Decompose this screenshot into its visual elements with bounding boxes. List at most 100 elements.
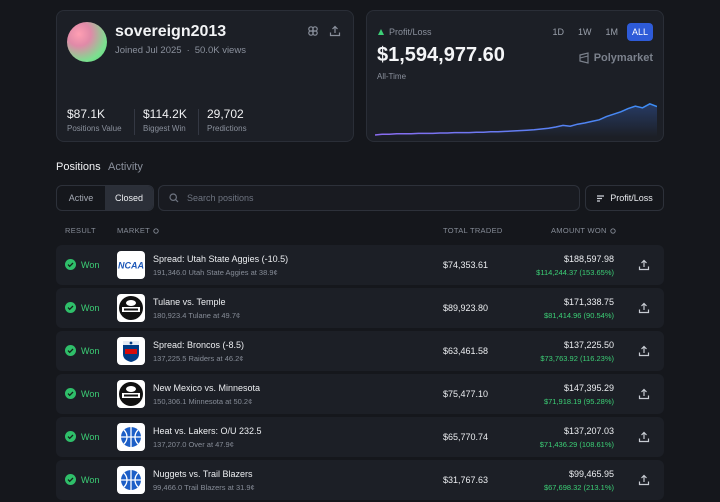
share-icon[interactable] bbox=[638, 431, 650, 443]
range-1d[interactable]: 1D bbox=[552, 27, 564, 37]
market-detail: 180,923.4 Tulane at 49.7¢ bbox=[153, 311, 241, 320]
chart-line bbox=[375, 102, 657, 136]
share-icon[interactable] bbox=[638, 259, 650, 271]
total-traded: $65,770.74 bbox=[443, 432, 489, 442]
table-row[interactable]: Won Tulane vs. Temple 180,923.4 Tulane at … bbox=[56, 288, 664, 328]
result-label: Won bbox=[81, 431, 100, 442]
up-triangle-icon bbox=[378, 29, 384, 35]
brand-name: Polymarket bbox=[593, 52, 653, 64]
header-amount-won[interactable]: AMOUNT WON bbox=[551, 226, 616, 235]
stat-biggest-win: $114.2K Biggest Win bbox=[143, 107, 187, 133]
market-name[interactable]: Spread: Broncos (-8.5) bbox=[153, 340, 245, 350]
stat-label: Positions Value bbox=[67, 124, 122, 133]
share-icon[interactable] bbox=[638, 388, 650, 400]
header-market[interactable]: MARKET bbox=[117, 226, 159, 235]
range-1w[interactable]: 1W bbox=[577, 27, 592, 37]
stat-value: 29,702 bbox=[207, 107, 244, 121]
joined-date: Joined Jul 2025 bbox=[115, 45, 182, 56]
table-row[interactable]: Won NCAA Spread: Utah State Aggies (-10.5)… bbox=[56, 245, 664, 285]
header-total-traded: TOTAL TRADED bbox=[443, 226, 503, 235]
tab-positions[interactable]: Positions bbox=[56, 161, 101, 173]
table-row[interactable]: Won Spread: Broncos (-8.5) 137,225.5 Raide… bbox=[56, 331, 664, 371]
stat-value: $114.2K bbox=[143, 107, 187, 121]
market-name[interactable]: New Mexico vs. Minnesota bbox=[153, 383, 261, 393]
status-toggle: Active Closed bbox=[56, 185, 154, 211]
result-badge: Won bbox=[65, 474, 99, 485]
profile-card: sovereign2013 Joined Jul 2025 · 50.0K view… bbox=[56, 10, 354, 142]
result-badge: Won bbox=[65, 302, 99, 313]
link-icon[interactable] bbox=[307, 25, 319, 37]
college-football-logo-icon bbox=[117, 294, 145, 322]
check-circle-icon bbox=[65, 388, 76, 399]
total-traded: $74,353.61 bbox=[443, 260, 489, 270]
result-label: Won bbox=[81, 302, 100, 313]
profit-gain: $73,763.92 (116.23%) bbox=[540, 354, 614, 363]
check-circle-icon bbox=[65, 474, 76, 485]
table-row[interactable]: Won Nuggets vs. Trail Blazers 99,466.0 Tra… bbox=[56, 460, 664, 500]
total-traded: $63,461.58 bbox=[443, 346, 489, 356]
tab-activity[interactable]: Activity bbox=[108, 161, 143, 173]
sort-indicator-icon bbox=[610, 227, 616, 234]
total-traded: $89,923.80 bbox=[443, 303, 489, 313]
check-circle-icon bbox=[65, 431, 76, 442]
share-icon[interactable] bbox=[638, 345, 650, 357]
market-name[interactable]: Nuggets vs. Trail Blazers bbox=[153, 469, 253, 479]
header-result: RESULT bbox=[65, 226, 96, 235]
amount-won: $147,395.29 bbox=[563, 383, 614, 393]
header-amount-won-label: AMOUNT WON bbox=[551, 226, 607, 235]
pnl-chart bbox=[375, 102, 657, 137]
total-traded: $75,477.10 bbox=[443, 389, 489, 399]
stat-label: Predictions bbox=[207, 124, 247, 133]
amount-won: $171,338.75 bbox=[563, 297, 614, 307]
market-detail: 150,306.1 Minnesota at 50.2¢ bbox=[153, 397, 253, 406]
avatar[interactable] bbox=[67, 22, 107, 62]
stat-positions-value: $87.1K Positions Value bbox=[67, 107, 122, 133]
market-name[interactable]: Heat vs. Lakers: O/U 232.5 bbox=[153, 426, 262, 436]
pnl-label: Profit/Loss bbox=[389, 27, 432, 37]
header-market-label: MARKET bbox=[117, 226, 151, 235]
stat-predictions: 29,702 Predictions bbox=[207, 107, 247, 133]
result-badge: Won bbox=[65, 259, 99, 270]
toggle-closed[interactable]: Closed bbox=[105, 186, 153, 210]
profit-gain: $81,414.96 (90.54%) bbox=[543, 311, 614, 320]
table-row[interactable]: Won Heat vs. Lakers: O/U 232.5 137,207.0 O… bbox=[56, 417, 664, 457]
range-selector: 1D 1W 1M ALL bbox=[547, 23, 653, 41]
stat-label: Biggest Win bbox=[143, 124, 186, 133]
profit-gain: $71,918.19 (95.28%) bbox=[543, 397, 614, 406]
total-traded: $31,767.63 bbox=[443, 475, 489, 485]
divider bbox=[134, 109, 135, 135]
chart-area bbox=[375, 103, 657, 137]
market-detail: 191,346.0 Utah State Aggies at 38.9¢ bbox=[153, 268, 278, 277]
username: sovereign2013 bbox=[115, 23, 227, 40]
market-name[interactable]: Tulane vs. Temple bbox=[153, 297, 226, 307]
pnl-header: Profit/Loss bbox=[377, 27, 432, 37]
share-icon[interactable] bbox=[638, 474, 650, 486]
pnl-period: All-Time bbox=[377, 72, 407, 81]
sort-label: Profit/Loss bbox=[610, 193, 653, 203]
result-label: Won bbox=[81, 345, 100, 356]
range-all[interactable]: ALL bbox=[626, 23, 653, 41]
table-row[interactable]: Won New Mexico vs. Minnesota 150,306.1 Min… bbox=[56, 374, 664, 414]
share-icon[interactable] bbox=[329, 25, 341, 37]
result-badge: Won bbox=[65, 431, 99, 442]
basketball-logo-icon bbox=[117, 466, 145, 494]
ncaa-logo-icon: NCAA bbox=[117, 251, 145, 279]
check-circle-icon bbox=[65, 259, 76, 270]
svg-text:NCAA: NCAA bbox=[118, 261, 144, 271]
result-badge: Won bbox=[65, 388, 99, 399]
result-badge: Won bbox=[65, 345, 99, 356]
market-name[interactable]: Spread: Utah State Aggies (-10.5) bbox=[153, 254, 289, 264]
nfl-logo-icon bbox=[117, 337, 145, 365]
check-circle-icon bbox=[65, 345, 76, 356]
basketball-logo-icon bbox=[117, 423, 145, 451]
range-1m[interactable]: 1M bbox=[605, 27, 618, 37]
search-input[interactable] bbox=[187, 193, 567, 203]
share-icon[interactable] bbox=[638, 302, 650, 314]
market-detail: 99,466.0 Trail Blazers at 31.9¢ bbox=[153, 483, 255, 492]
profit-gain: $114,244.37 (153.65%) bbox=[536, 268, 614, 277]
sort-button[interactable]: Profit/Loss bbox=[585, 185, 664, 211]
pnl-value: $1,594,977.60 bbox=[377, 44, 505, 66]
toggle-active[interactable]: Active bbox=[68, 193, 94, 203]
profit-gain: $71,436.29 (108.61%) bbox=[539, 440, 614, 449]
check-circle-icon bbox=[65, 302, 76, 313]
